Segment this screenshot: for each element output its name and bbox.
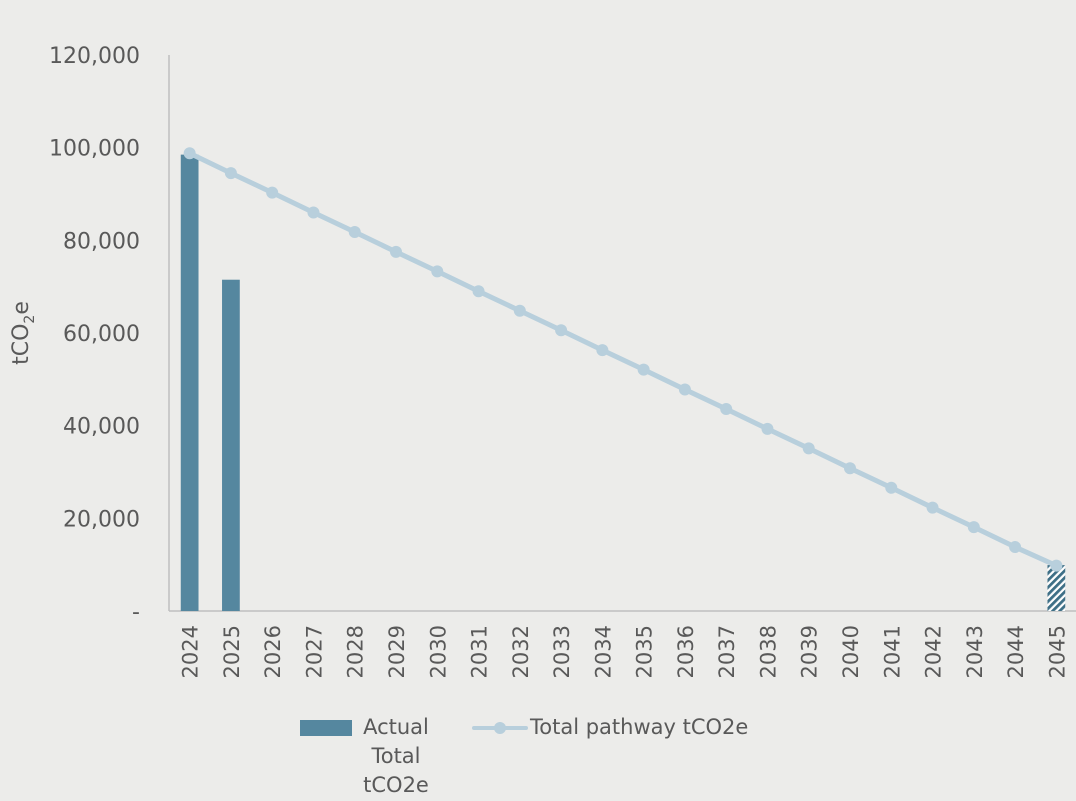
pathway-point — [802, 442, 815, 455]
actual-bar — [180, 154, 199, 611]
x-tick-label: 2041 — [880, 625, 904, 678]
actual-bar — [222, 279, 240, 611]
legend-label-actual: Actual Total tCO2e — [363, 715, 429, 797]
x-tick-label: 2033 — [550, 625, 574, 678]
pathway-point — [348, 225, 361, 238]
pathway-line — [188, 150, 1058, 568]
legend-label-pathway: Total pathway tCO2e — [530, 715, 749, 739]
pathway-point — [431, 265, 444, 278]
y-tick-label: 80,000 — [63, 229, 140, 254]
pathway-point — [844, 462, 856, 475]
x-axis-ticks: 2024 2025 2026 2027 2028 2029 2030 2031 2032 2033… — [179, 625, 1070, 678]
pathway-point — [885, 481, 898, 494]
pathway-point — [596, 344, 609, 357]
x-tick-label: 2028 — [344, 625, 368, 678]
x-tick-label: 2035 — [633, 625, 657, 678]
pathway-point — [1050, 559, 1063, 572]
x-tick-label: 2027 — [302, 625, 326, 678]
pathway-point — [390, 245, 402, 258]
pathway-point — [761, 422, 774, 435]
pathway-point — [224, 167, 237, 180]
x-tick-label: 2034 — [591, 625, 615, 678]
pathway-point — [967, 521, 980, 534]
pathway-point — [555, 324, 568, 337]
x-tick-label: 2037 — [715, 625, 739, 678]
bar-series — [180, 154, 1066, 611]
x-tick-label: 2024 — [179, 625, 203, 678]
y-tick-label: 40,000 — [63, 415, 140, 440]
pathway-point — [926, 501, 939, 514]
x-tick-label: 2036 — [674, 625, 698, 678]
y-tick-label: 20,000 — [63, 507, 140, 532]
x-tick-label: 2039 — [798, 625, 822, 678]
y-tick-label: - — [132, 600, 140, 625]
target-bar — [1047, 565, 1066, 611]
x-tick-label: 2031 — [468, 625, 492, 678]
y-tick-label: 100,000 — [49, 137, 140, 162]
legend-swatch-line — [472, 722, 528, 734]
x-tick-label: 2025 — [220, 625, 244, 678]
x-tick-label: 2040 — [839, 625, 863, 678]
x-tick-label: 2038 — [756, 625, 780, 678]
chart-svg: -20,00040,00060,00080,000100,000120,000 … — [9, 44, 1076, 678]
y-axis-label: tCO2e — [9, 301, 38, 365]
x-tick-label: 2043 — [963, 625, 987, 678]
x-tick-label: 2045 — [1045, 625, 1069, 678]
x-tick-label: 2032 — [509, 625, 533, 678]
line-series — [183, 147, 1063, 572]
pathway-point — [183, 147, 196, 160]
x-tick-label: 2029 — [385, 625, 409, 678]
y-tick-label: 120,000 — [49, 44, 140, 69]
legend-item-pathway[interactable]: Total pathway tCO2e — [472, 713, 748, 743]
pathway-point — [472, 285, 485, 298]
x-tick-label: 2044 — [1004, 625, 1028, 678]
legend: Actual Total tCO2e Total pathway tCO2e — [300, 713, 748, 800]
x-tick-label: 2026 — [261, 625, 285, 678]
pathway-point — [1009, 541, 1022, 554]
pathway-point — [637, 363, 650, 376]
y-axis-ticks: - 20,000 40,000 60,000 80,000 100,000 120,000 — [49, 44, 140, 625]
legend-item-actual[interactable]: Actual Total tCO2e — [300, 713, 436, 800]
pathway-point — [720, 402, 733, 415]
x-tick-label: 2030 — [426, 625, 450, 678]
pathway-point — [266, 186, 279, 199]
legend-swatch-bar — [300, 720, 352, 736]
pathway-point — [513, 304, 526, 317]
x-tick-label: 2042 — [922, 625, 946, 678]
pathway-point — [307, 206, 320, 219]
y-tick-label: 60,000 — [63, 322, 140, 347]
pathway-point — [678, 383, 691, 396]
